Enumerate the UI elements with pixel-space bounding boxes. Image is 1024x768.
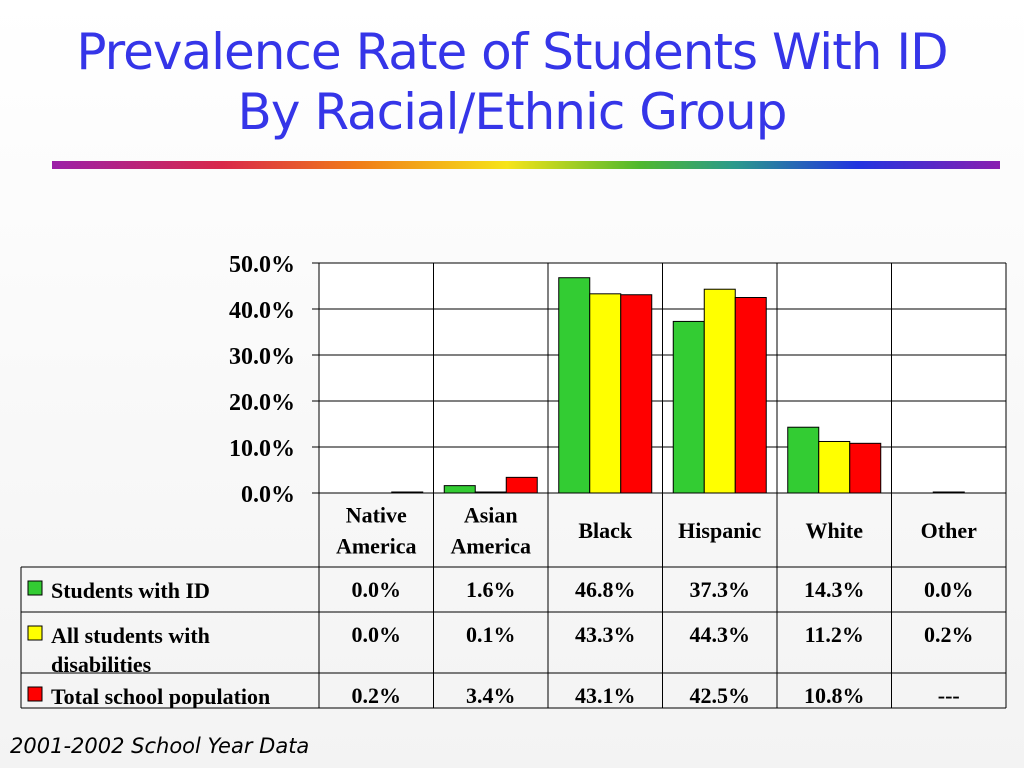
bar: [787, 426, 820, 494]
bar: [703, 288, 736, 494]
category-label: Hispanic: [678, 518, 761, 543]
legend-key: [27, 625, 43, 641]
category-label: White: [806, 518, 864, 543]
series-name: disabilities: [51, 652, 152, 677]
category-label: America: [450, 534, 531, 559]
data-table-value: 0.2%: [352, 683, 402, 708]
category-label: America: [336, 534, 417, 559]
bar: [932, 491, 965, 494]
category-label: Black: [578, 518, 633, 543]
y-tick-label: 10.0%: [229, 436, 295, 462]
series-name: Students with ID: [51, 578, 210, 603]
data-table-value: 44.3%: [690, 622, 751, 647]
data-table-value: 43.1%: [575, 683, 636, 708]
legend-key: [27, 580, 43, 596]
category-label: Other: [921, 518, 977, 543]
data-table-value: 10.8%: [804, 683, 865, 708]
bar: [443, 485, 476, 494]
footer-note: 2001-2002 School Year Data: [10, 734, 310, 758]
data-table-value: 14.3%: [804, 577, 865, 602]
data-table-value: 42.5%: [690, 683, 751, 708]
data-table-value: 46.8%: [575, 577, 636, 602]
bar: [589, 293, 622, 494]
data-table-value: 43.3%: [575, 622, 636, 647]
bar: [505, 476, 538, 494]
series-name: Total school population: [51, 684, 270, 709]
bar: [620, 294, 653, 494]
y-tick-label: 30.0%: [229, 344, 295, 370]
bar: [672, 320, 705, 494]
y-tick-label: 40.0%: [229, 298, 295, 324]
title-line-2: By Racial/Ethnic Group: [237, 83, 788, 141]
legend-key: [27, 686, 43, 702]
y-tick-label: 0.0%: [241, 482, 295, 508]
bar: [818, 440, 851, 494]
series-name: All students with: [51, 623, 210, 648]
data-table-value: 37.3%: [690, 577, 751, 602]
bar: [849, 442, 882, 494]
rainbow-divider: [52, 161, 1000, 169]
data-table-value: 11.2%: [805, 622, 864, 647]
bar: [391, 491, 424, 494]
bar: [734, 297, 767, 494]
data-table-value: ---: [938, 683, 960, 708]
category-label: Native: [346, 503, 407, 528]
data-table-value: 0.0%: [352, 622, 402, 647]
data-table-value: 3.4%: [466, 683, 516, 708]
data-table-value: 0.1%: [466, 622, 516, 647]
data-table-value: 0.0%: [924, 577, 974, 602]
y-tick-label: 50.0%: [229, 252, 295, 278]
title-line-1: Prevalence Rate of Students With ID: [76, 23, 948, 81]
data-table-value: 0.2%: [924, 622, 974, 647]
category-label: Asian: [464, 503, 518, 528]
data-table-value: 0.0%: [352, 577, 402, 602]
slide-title: Prevalence Rate of Students With ID By R…: [0, 22, 1024, 142]
y-tick-label: 20.0%: [229, 390, 295, 416]
data-table-value: 1.6%: [466, 577, 516, 602]
bar: [558, 277, 591, 494]
bar: [474, 491, 507, 494]
